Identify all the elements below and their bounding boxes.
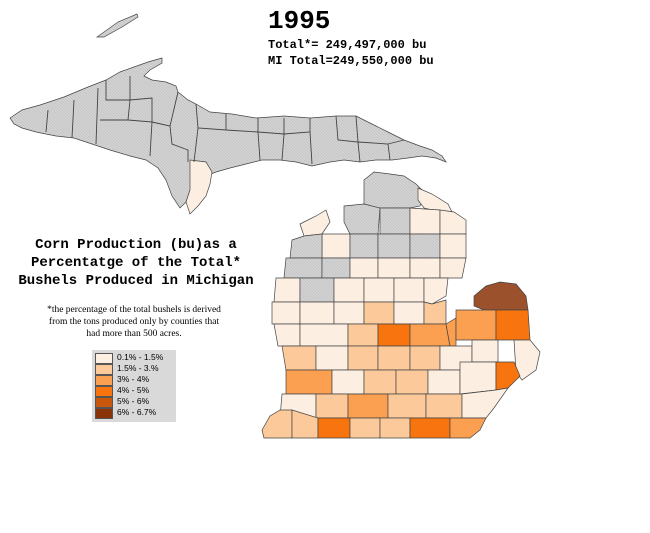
- up-county-lines: [45, 76, 405, 165]
- county-huron: [473, 281, 529, 311]
- legend: 0.1% - 1.5% 1.5% - 3.% 3% - 4% 4% - 5% 5…: [92, 350, 176, 422]
- title-line-3: Bushels Produced in Michigan: [18, 273, 254, 289]
- county-allegan: [285, 369, 333, 395]
- county-menominee: [185, 159, 213, 215]
- county-oceana: [271, 301, 301, 325]
- county-bay: [423, 299, 447, 325]
- county-monroe: [449, 417, 487, 439]
- legend-label: 4% - 5%: [117, 385, 150, 395]
- footnote-line-2: from the tons produced only by counties …: [48, 317, 220, 327]
- county-arenac: [423, 277, 449, 305]
- county-tuscola: [409, 323, 451, 347]
- legend-label: 0.1% - 1.5%: [117, 352, 164, 362]
- county-muskegon: [273, 323, 301, 347]
- county-charlevoix: [343, 203, 381, 235]
- county-otsego: [379, 207, 411, 235]
- county-hillsdale: [379, 417, 411, 439]
- legend-label: 1.5% - 3.%: [117, 363, 159, 373]
- legend-swatch: [95, 408, 113, 419]
- county-montcalm: [299, 323, 349, 347]
- county-lake: [299, 277, 335, 303]
- legend-swatch: [95, 386, 113, 397]
- lower-peninsula: [261, 171, 541, 439]
- county-presque-isle: [417, 187, 453, 213]
- footnote-line-1: *the percentage of the total bushels is …: [47, 305, 221, 315]
- county-isabella: [363, 301, 395, 325]
- county-grand-traverse: [321, 233, 351, 259]
- footnote: *the percentage of the total bushels is …: [0, 304, 268, 340]
- county-jackson: [387, 393, 427, 419]
- county-oakland: [459, 361, 497, 395]
- legend-swatch: [95, 375, 113, 386]
- title-line-1: Corn Production (bu)as a: [35, 237, 237, 253]
- county-ingham: [395, 369, 429, 395]
- county-newaygo: [299, 301, 335, 325]
- county-lapeer: [471, 339, 499, 363]
- county-ionia: [347, 345, 379, 371]
- county-missaukee: [349, 257, 379, 279]
- county-livingston: [427, 369, 461, 395]
- county-alcona: [439, 233, 467, 259]
- county-lenawee: [409, 417, 451, 439]
- upper-peninsula: [9, 57, 447, 209]
- county-crawford: [377, 233, 411, 259]
- county-iosco: [439, 257, 467, 279]
- legend-label: 5% - 6%: [117, 396, 150, 406]
- county-gladwin: [393, 277, 425, 303]
- county-benzie: [289, 233, 323, 259]
- county-oscoda: [409, 233, 441, 259]
- county-mecosta: [333, 301, 365, 325]
- legend-label: 3% - 4%: [117, 374, 150, 384]
- county-midland: [393, 301, 425, 325]
- total-label: Total*= 249,497,000 bu: [268, 38, 427, 52]
- legend-label: 6% - 6.7%: [117, 407, 157, 417]
- county-clinton: [377, 345, 411, 371]
- county-sanilac-west: [455, 309, 497, 341]
- map-title: Corn Production (bu)as a Percentatge of …: [0, 236, 272, 290]
- county-ottawa: [281, 345, 317, 371]
- legend-swatch: [95, 364, 113, 375]
- county-mason: [273, 277, 301, 303]
- county-saginaw: [377, 323, 411, 347]
- footnote-line-3: had more than 500 acres.: [86, 329, 182, 339]
- county-alpena: [439, 209, 467, 235]
- title-line-2: Percentatge of the Total*: [30, 255, 242, 271]
- county-antrim: [349, 233, 379, 259]
- county-branch: [349, 417, 381, 439]
- county-barry: [331, 369, 365, 395]
- county-isle-royale: [95, 13, 139, 38]
- county-shiawassee: [409, 345, 441, 371]
- county-st-joseph: [317, 417, 351, 439]
- county-washtenaw: [425, 393, 463, 419]
- county-kalamazoo: [315, 393, 349, 419]
- county-manistee: [283, 257, 323, 279]
- county-eaton: [363, 369, 397, 395]
- county-berrien: [261, 409, 293, 439]
- mi-total-label: MI Total=249,550,000 bu: [268, 54, 434, 68]
- county-kent: [315, 345, 349, 371]
- county-sanilac: [495, 309, 531, 341]
- legend-swatch: [95, 353, 113, 364]
- year-heading: 1995: [268, 6, 331, 36]
- county-calhoun: [347, 393, 389, 419]
- county-macomb: [495, 361, 521, 391]
- county-gratiot: [347, 323, 379, 347]
- county-clare: [363, 277, 395, 303]
- county-wexford: [321, 257, 351, 279]
- county-osceola: [333, 277, 365, 303]
- county-roscommon: [377, 257, 411, 279]
- legend-swatch: [95, 397, 113, 408]
- county-montmorency: [409, 207, 441, 235]
- county-emmet-cheboygan: [363, 171, 427, 209]
- county-leelanau: [299, 209, 331, 237]
- county-ogemaw: [409, 257, 441, 279]
